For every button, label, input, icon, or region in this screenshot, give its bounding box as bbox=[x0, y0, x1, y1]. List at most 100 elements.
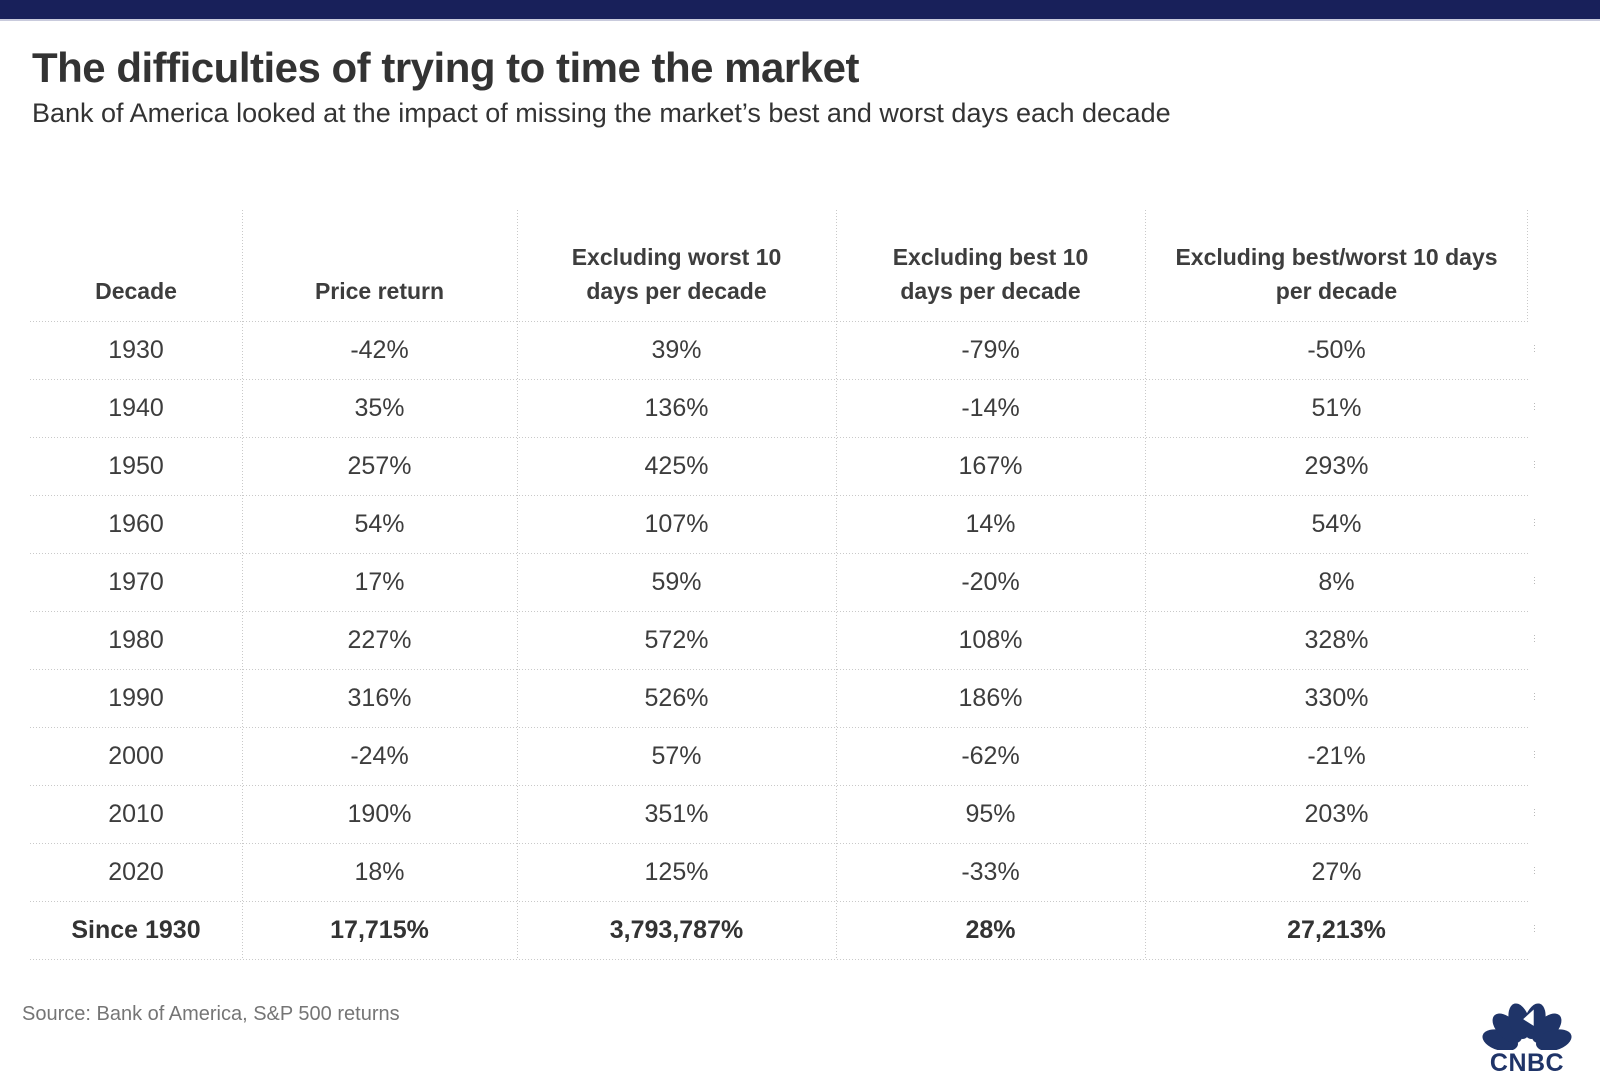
returns-table: Decade Price return Excluding worst 10 d… bbox=[30, 210, 1535, 960]
table-header-row: Decade Price return Excluding worst 10 d… bbox=[30, 210, 1528, 321]
table-cell: 1940 bbox=[108, 393, 164, 422]
peacock-beak-notch bbox=[1523, 1009, 1534, 1026]
cnbc-wordmark: CNBC bbox=[1489, 1049, 1565, 1077]
grid-line-h bbox=[30, 611, 1528, 612]
grid-line-h bbox=[30, 843, 1528, 844]
grid-line-h bbox=[30, 959, 1528, 960]
table-row: 1980 227% 572% 108% 328% bbox=[30, 611, 1528, 669]
table-cell: 8% bbox=[1318, 567, 1355, 596]
grid-line-h bbox=[30, 379, 1528, 380]
table-row: 1990 316% 526% 186% 330% bbox=[30, 669, 1528, 727]
row-tick bbox=[1534, 751, 1535, 759]
table-cell: 425% bbox=[644, 451, 709, 480]
row-tick bbox=[1534, 403, 1535, 411]
total-row-label: Since 1930 bbox=[71, 915, 201, 944]
table-cell: 125% bbox=[644, 857, 709, 886]
row-tick bbox=[1534, 577, 1535, 585]
table-row: 1950 257% 425% 167% 293% bbox=[30, 437, 1528, 495]
table-cell: 1930 bbox=[108, 335, 164, 364]
table-cell: -33% bbox=[961, 857, 1020, 886]
table-row: 2010 190% 351% 95% 203% bbox=[30, 785, 1528, 843]
cnbc-peacock-icon bbox=[1482, 1003, 1572, 1050]
table-cell: 227% bbox=[347, 625, 412, 654]
table-cell: 51% bbox=[1311, 393, 1362, 422]
table-cell: 54% bbox=[354, 509, 405, 538]
grid-line-v bbox=[242, 210, 243, 959]
top-brand-bar bbox=[0, 0, 1600, 21]
table-total-row: Since 1930 17,715% 3,793,787% 28% 27,213… bbox=[30, 901, 1528, 959]
grid-line-h bbox=[30, 785, 1528, 786]
table-cell: 1960 bbox=[108, 509, 164, 538]
table-cell: 39% bbox=[651, 335, 702, 364]
table-cell: 59% bbox=[651, 567, 702, 596]
table-cell: -79% bbox=[961, 335, 1020, 364]
table-cell: -21% bbox=[1307, 741, 1366, 770]
table-cell: -42% bbox=[350, 335, 409, 364]
grid-line-h bbox=[30, 901, 1528, 902]
table-cell: 18% bbox=[354, 857, 405, 886]
table-row: 1940 35% 136% -14% 51% bbox=[30, 379, 1528, 437]
grid-line-h bbox=[30, 437, 1528, 438]
column-header-excluding-best: Excluding best 10 days per decade bbox=[892, 243, 1089, 304]
table-cell: -62% bbox=[961, 741, 1020, 770]
table-cell: 186% bbox=[958, 683, 1023, 712]
table-cell: 257% bbox=[347, 451, 412, 480]
row-tick bbox=[1534, 809, 1535, 817]
table-cell: 1990 bbox=[108, 683, 164, 712]
table-cell: 328% bbox=[1304, 625, 1369, 654]
column-header-excluding-worst: Excluding worst 10 days per decade bbox=[571, 243, 782, 304]
column-header-decade: Decade bbox=[95, 277, 177, 304]
table-cell: 57% bbox=[651, 741, 702, 770]
table-cell: 35% bbox=[354, 393, 405, 422]
table-body: 1930 -42% 39% -79% -50% 1940 35% 136% -14% 51% 195… bbox=[30, 321, 1528, 901]
grid-line-h bbox=[30, 495, 1528, 496]
table-cell: 136% bbox=[644, 393, 709, 422]
table-cell: 330% bbox=[1304, 683, 1369, 712]
table-cell: -24% bbox=[350, 741, 409, 770]
total-cell-excluding-worst: 3,793,787% bbox=[609, 915, 744, 944]
table-row: 1960 54% 107% 14% 54% bbox=[30, 495, 1528, 553]
grid-line-v bbox=[836, 210, 837, 959]
table-cell: 14% bbox=[965, 509, 1016, 538]
grid-line-v bbox=[1145, 210, 1146, 959]
table-row: 2020 18% 125% -33% 27% bbox=[30, 843, 1528, 901]
table-cell: 2020 bbox=[108, 857, 164, 886]
table-cell: 54% bbox=[1311, 509, 1362, 538]
table-cell: 316% bbox=[347, 683, 412, 712]
source-note: Source: Bank of America, S&P 500 returns bbox=[22, 1003, 400, 1025]
column-header-price-return: Price return bbox=[314, 277, 445, 304]
column-header-excluding-best-worst: Excluding best/worst 10 days per decade bbox=[1175, 243, 1498, 304]
table-cell: 1970 bbox=[108, 567, 164, 596]
table-cell: 107% bbox=[644, 509, 709, 538]
table-cell: 108% bbox=[958, 625, 1023, 654]
table-cell: 2010 bbox=[108, 799, 164, 828]
row-tick bbox=[1534, 519, 1535, 527]
table-row: 1970 17% 59% -20% 8% bbox=[30, 553, 1528, 611]
table-cell: -20% bbox=[961, 567, 1020, 596]
grid-line-h bbox=[30, 553, 1528, 554]
table-cell: 1950 bbox=[108, 451, 164, 480]
total-cell-price-return: 17,715% bbox=[330, 915, 429, 944]
table-cell: -14% bbox=[961, 393, 1020, 422]
table-row: 1930 -42% 39% -79% -50% bbox=[30, 321, 1528, 379]
row-tick bbox=[1534, 693, 1535, 701]
table-cell: 203% bbox=[1304, 799, 1369, 828]
chart-subtitle: Bank of America looked at the impact of … bbox=[32, 98, 1171, 128]
table-cell: 526% bbox=[644, 683, 709, 712]
table-cell: 27% bbox=[1311, 857, 1362, 886]
table-cell: 572% bbox=[644, 625, 709, 654]
table-cell: 1980 bbox=[108, 625, 164, 654]
grid-line-h bbox=[30, 669, 1528, 670]
table-cell: 293% bbox=[1304, 451, 1369, 480]
cnbc-logo: CNBC bbox=[1477, 996, 1577, 1076]
row-tick bbox=[1534, 461, 1535, 469]
table-cell: 2000 bbox=[108, 741, 164, 770]
row-tick bbox=[1534, 867, 1535, 875]
total-cell-excluding-best: 28% bbox=[965, 915, 1016, 944]
table-cell: 95% bbox=[965, 799, 1016, 828]
chart-title: The difficulties of trying to time the m… bbox=[32, 44, 859, 91]
total-cell-excluding-best-worst: 27,213% bbox=[1287, 915, 1386, 944]
grid-line-h bbox=[30, 727, 1528, 728]
table-row: 2000 -24% 57% -62% -21% bbox=[30, 727, 1528, 785]
